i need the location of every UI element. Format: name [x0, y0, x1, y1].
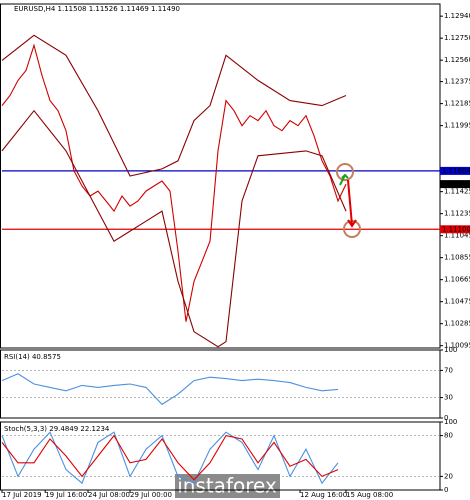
- x-tick-label: 24 Jul 08:00: [88, 491, 130, 499]
- series-line: [1, 373, 339, 406]
- series-line: [1, 434, 339, 481]
- level-tag-label: 1.11100: [442, 225, 470, 233]
- y-tick-label: 1.11425: [444, 188, 470, 196]
- circle-marker: [336, 163, 354, 181]
- y-tick-label: 1.12185: [444, 100, 470, 108]
- annotations: [336, 163, 361, 238]
- price-tag: [440, 180, 470, 189]
- x-tick-label: 12 Aug 16:00: [300, 491, 347, 499]
- price-tag-label: 1.11490: [442, 180, 470, 188]
- y-tick-label: 1.12375: [444, 78, 470, 86]
- panel-frame: [0, 349, 441, 419]
- y-tick-label: 1.10095: [444, 342, 470, 350]
- y-tick-label: 80: [444, 432, 453, 440]
- panel-frame: [0, 421, 441, 491]
- arrow-down: [347, 179, 357, 228]
- y-tick-label: 1.10475: [444, 298, 470, 306]
- series-line: [1, 431, 339, 485]
- y-tick-label: 0: [444, 486, 448, 494]
- y-tick-label: 20: [444, 472, 453, 480]
- panel-title: RSI(14) 40.8575: [4, 353, 61, 361]
- series-line: [1, 43, 347, 322]
- x-tick-label: 17 Jul 2019: [2, 491, 42, 499]
- y-tick-label: 1.12750: [444, 34, 470, 42]
- level-tag-label: 1.11604: [442, 167, 470, 175]
- level-tag: [440, 225, 470, 234]
- panel-frame: [0, 3, 441, 349]
- chart-header: EURUSD,H4 1.11508 1.11526 1.11469 1.1149…: [14, 5, 180, 13]
- y-tick-label: 1.10855: [444, 254, 470, 262]
- y-tick-label: 100: [444, 418, 457, 426]
- x-tick-label: 29 Jul 00:00: [130, 491, 172, 499]
- level-tag: [440, 166, 470, 175]
- y-tick-label: 1.12560: [444, 56, 470, 64]
- y-tick-label: 1.11995: [444, 122, 470, 130]
- y-tick-label: 30: [444, 394, 453, 402]
- series-line: [1, 34, 347, 177]
- x-tick-label: 15 Aug 08:00: [346, 491, 393, 499]
- series-line: [1, 109, 347, 348]
- y-tick-label: 1.11235: [444, 210, 470, 218]
- y-tick-label: 100: [444, 346, 457, 354]
- y-tick-label: 0: [444, 414, 448, 422]
- y-tick-label: 1.10285: [444, 320, 470, 328]
- y-tick-label: 1.10665: [444, 276, 470, 284]
- y-tick-label: 70: [444, 366, 453, 374]
- panel-title: Stoch(5,3,3) 29.4849 22.1234: [4, 425, 110, 433]
- arrow-up: [339, 173, 349, 186]
- y-tick-label: 1.12940: [444, 12, 470, 20]
- x-tick-label: 19 Jul 16:00: [45, 491, 87, 499]
- y-tick-label: 1.11045: [444, 232, 470, 240]
- watermark: instaforex: [177, 474, 277, 498]
